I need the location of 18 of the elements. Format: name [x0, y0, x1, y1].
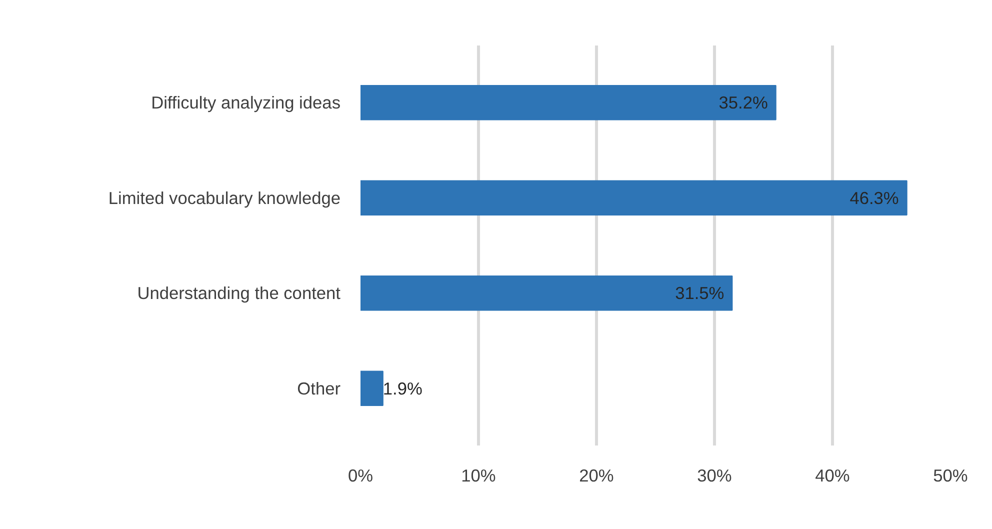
bar	[360, 275, 733, 311]
bar	[360, 180, 908, 216]
x-tick-label: 30%	[697, 466, 732, 486]
y-tick-label: Difficulty analyzing ideas	[151, 92, 341, 113]
data-label: 31.5%	[675, 283, 724, 304]
bar	[360, 370, 384, 406]
x-tick-label: 20%	[579, 466, 614, 486]
y-tick-label: Limited vocabulary knowledge	[108, 188, 341, 208]
x-tick-label: 10%	[461, 466, 496, 486]
y-tick-label: Understanding the content	[137, 283, 341, 304]
data-label: 35.2%	[718, 92, 768, 113]
x-tick-label: 50%	[933, 466, 968, 486]
bar	[360, 85, 776, 120]
x-tick-label: 0%	[348, 466, 374, 486]
data-label: 46.3%	[850, 188, 899, 208]
y-tick-label: Other	[297, 378, 341, 398]
x-tick-label: 40%	[815, 466, 850, 486]
data-label: 1.9%	[382, 378, 422, 398]
